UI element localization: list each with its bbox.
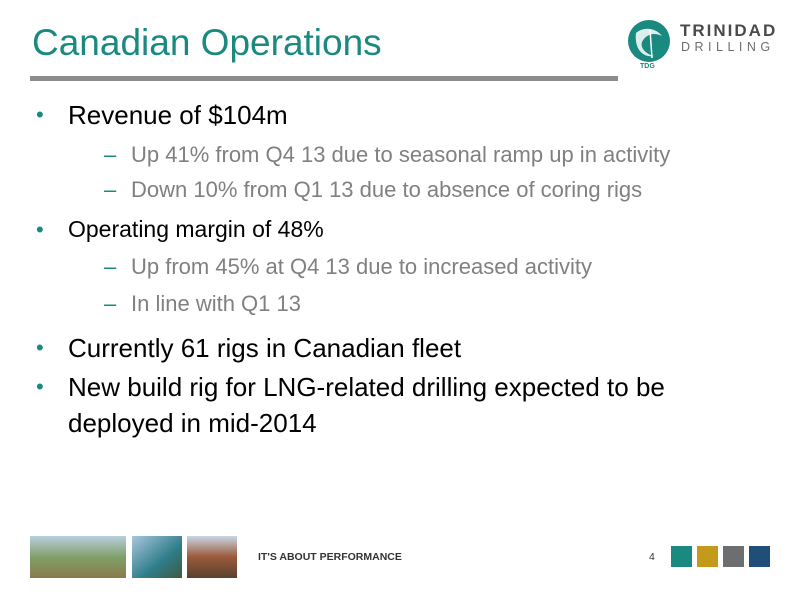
color-square xyxy=(749,546,770,567)
bullet-text: Currently 61 rigs in Canadian fleet xyxy=(68,333,462,363)
sub-bullet-text: Up 41% from Q4 13 due to seasonal ramp u… xyxy=(131,142,671,167)
bullet-dot: • xyxy=(36,335,44,360)
bullet-dot: • xyxy=(36,217,44,242)
logo-subname: DRILLING xyxy=(681,40,775,54)
sub-bullet-text: In line with Q1 13 xyxy=(131,291,301,316)
bullet-text: Revenue of $104m xyxy=(68,100,288,130)
bullet-text: Operating margin of 48% xyxy=(68,216,324,242)
title-rule xyxy=(30,76,618,81)
logo-mark-text: TDG xyxy=(640,63,655,70)
sub-bullet-text: Down 10% from Q1 13 due to absence of co… xyxy=(131,177,643,202)
logo-name: TRINIDAD xyxy=(680,21,778,40)
sub-dash: – xyxy=(104,142,117,167)
bullet-dot: • xyxy=(36,102,44,127)
slide-title: Canadian Operations xyxy=(32,22,382,63)
color-square xyxy=(697,546,718,567)
footer-tagline: IT'S ABOUT PERFORMANCE xyxy=(258,551,402,563)
sub-bullet-text: Up from 45% at Q4 13 due to increased ac… xyxy=(131,254,593,279)
bullet-dot: • xyxy=(36,374,44,399)
color-square xyxy=(671,546,692,567)
footer-photos xyxy=(30,536,237,578)
sub-dash: – xyxy=(104,254,117,279)
sub-dash: – xyxy=(104,291,117,316)
bullet-text: New build rig for LNG-related drilling e… xyxy=(68,372,665,402)
bullet-text: deployed in mid-2014 xyxy=(68,408,317,438)
page-number: 4 xyxy=(649,551,655,563)
logo-mark xyxy=(628,20,670,62)
color-square xyxy=(723,546,744,567)
sub-dash: – xyxy=(104,177,117,202)
